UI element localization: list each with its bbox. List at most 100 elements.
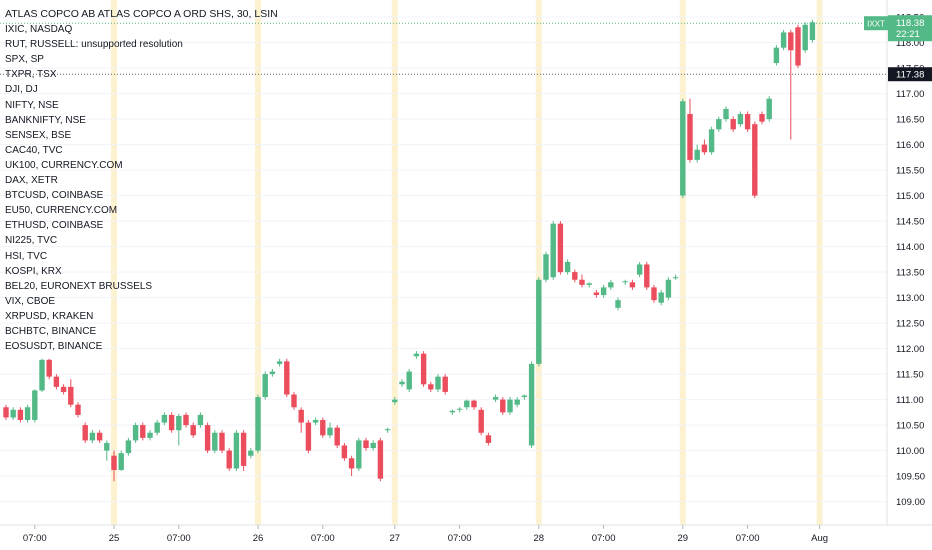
x-tick-label: 29 [678, 533, 689, 544]
candle-body [24, 407, 31, 420]
candle-body [312, 420, 319, 423]
candle-body [377, 440, 384, 479]
time-axis[interactable]: 07:00 25 07:00 26 07:00 27 07:00 28 07:00 29 07:00… [23, 525, 828, 544]
legend-line: RUT, RUSSELL: unsupported resolution [5, 39, 183, 51]
candle-body [262, 374, 268, 398]
candle-body [140, 425, 146, 438]
candle-body [680, 101, 686, 196]
candle-body [125, 440, 132, 454]
candle-body [723, 108, 729, 120]
candle-body [197, 414, 204, 426]
candle-body [536, 279, 542, 364]
candle-body [651, 287, 657, 301]
candle-body [456, 408, 463, 410]
candle-body [672, 277, 679, 279]
x-tick-label: 07:00 [448, 533, 472, 544]
candle-body [557, 223, 564, 273]
legend-line: SENSEX, BSE [5, 129, 72, 141]
chart-title: ATLAS COPCO AB ATLAS COPCO A ORD SHS, 30… [5, 8, 278, 20]
candle-body [593, 292, 600, 296]
candle-body [694, 149, 700, 160]
session-band [816, 0, 823, 525]
candle-body [248, 450, 254, 456]
candle-body [449, 410, 456, 413]
session-band [679, 0, 686, 525]
candle-body [773, 47, 780, 63]
candle-body [802, 24, 808, 51]
y-tick-label: 111.00 [896, 395, 924, 406]
legend-line: NI225, TVC [5, 235, 58, 247]
legend-line: BCHBTC, BINANCE [5, 326, 97, 337]
candle-body [658, 292, 664, 303]
legend-line: XRPUSD, KRAKEN [5, 310, 94, 322]
candle-body [104, 442, 110, 451]
legend-line: ETHUSD, COINBASE [5, 220, 104, 232]
candle-body [550, 223, 556, 278]
candle-body [204, 425, 211, 451]
legend-line: TXPR, TSX [5, 69, 57, 81]
y-tick-label: 118.00 [896, 38, 924, 49]
y-tick-label: 116.00 [896, 140, 924, 151]
y-tick-label: 114.50 [896, 217, 924, 228]
candle-body [190, 425, 196, 436]
price-badge-price: 118.38 [896, 18, 924, 29]
candle-body [766, 98, 772, 120]
session-band [111, 0, 117, 525]
candle-body [46, 359, 52, 377]
price-axis[interactable]: 109.00 109.50 110.00 110.50 111.00 111.50 112.… [896, 13, 925, 509]
candle-body [284, 361, 290, 395]
candle-body [384, 429, 391, 431]
candle-body [60, 386, 67, 392]
candle-body [615, 300, 621, 308]
candle-body [363, 440, 369, 449]
y-tick-label: 116.50 [896, 115, 924, 126]
session-band [255, 0, 261, 525]
legend-line: EOSUSDT, BINANCE [5, 341, 103, 353]
candle-body [687, 114, 693, 160]
candles [3, 19, 816, 482]
y-tick-label: 113.50 [896, 268, 924, 279]
candle-body [701, 144, 708, 153]
candle-body [255, 397, 261, 451]
legend-line: HSI, TVC [5, 250, 48, 262]
candle-body [111, 455, 117, 470]
candle-body [622, 281, 628, 283]
legend-line: BTCUSD, COINBASE [5, 190, 104, 202]
y-tick-label: 111.50 [896, 370, 924, 381]
legend-line: BANKNIFTY, NSE [5, 114, 86, 126]
x-tick-label: 07:00 [311, 533, 335, 544]
candle-body [608, 282, 614, 288]
candle-body [600, 287, 607, 296]
candle-body [644, 264, 650, 288]
candle-body [147, 432, 153, 438]
y-tick-label: 110.00 [896, 446, 924, 457]
candle-body [68, 386, 74, 405]
candle-body [212, 432, 218, 451]
y-tick-label: 109.50 [896, 472, 925, 483]
candle-body [132, 425, 139, 441]
candle-body [17, 409, 24, 420]
candle-body [406, 371, 412, 390]
candle-body [543, 254, 549, 280]
legend-line: VIX, CBOE [5, 295, 56, 307]
candle-body [442, 376, 448, 392]
legend-line: KOSPI, KRX [5, 265, 62, 277]
candle-body [399, 381, 405, 385]
candle-body [320, 420, 326, 436]
candle-body [795, 27, 801, 66]
x-tick-label: 07:00 [736, 533, 760, 544]
x-tick-label: 27 [390, 533, 401, 544]
candle-body [118, 453, 124, 470]
candle-body [586, 283, 592, 285]
candle-body [514, 399, 520, 405]
y-tick-label: 109.00 [896, 497, 925, 508]
candle-body [752, 124, 758, 196]
symbol-badge-bg [864, 16, 888, 31]
candle-body [788, 32, 794, 51]
legend-line: CAC40, TVC [5, 144, 63, 156]
candle-body [82, 425, 88, 441]
x-tick-label: 28 [534, 533, 545, 544]
y-tick-label: 114.00 [896, 242, 924, 253]
candle-body [226, 450, 232, 469]
candle-body [759, 114, 765, 122]
